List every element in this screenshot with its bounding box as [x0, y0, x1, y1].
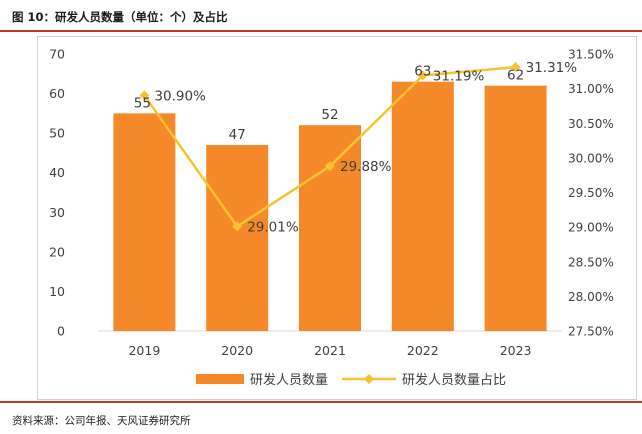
x-tick-label: 2023: [500, 343, 532, 358]
ratio-data-label: 31.31%: [526, 60, 578, 76]
chart-frame: 0 10 20 30 40 50 60 70 27.50% 28.00% 28.50% 29.00% 2…: [37, 36, 637, 400]
legend-line-marker: [364, 374, 374, 384]
left-tick-label: 60: [49, 86, 65, 101]
bar: [484, 85, 547, 332]
x-tick-label: 2021: [314, 343, 346, 358]
left-tick-label: 70: [49, 47, 65, 62]
ratio-data-label: 29.01%: [247, 219, 299, 235]
legend-bar-swatch: [196, 374, 244, 384]
right-tick-label: 31.50%: [568, 48, 614, 62]
bar-data-label: 47: [229, 127, 246, 143]
ratio-point: [232, 221, 243, 232]
right-tick-label: 28.50%: [568, 255, 614, 269]
bar: [113, 113, 176, 331]
bar-data-label: 62: [507, 68, 524, 84]
right-tick-label: 30.00%: [568, 151, 614, 165]
bar: [299, 125, 361, 331]
right-tick-label: 31.00%: [568, 82, 614, 96]
legend-line-label: 研发人员数量占比: [402, 372, 506, 388]
ratio-point: [139, 90, 150, 101]
ratio-data-label: 30.90%: [154, 89, 206, 105]
left-tick-label: 50: [49, 126, 65, 141]
left-tick-label: 0: [57, 324, 65, 339]
right-tick-label: 27.50%: [568, 325, 614, 339]
bar: [206, 145, 269, 331]
bar: [391, 81, 454, 331]
right-tick-label: 29.50%: [568, 186, 614, 200]
right-tick-label: 29.00%: [568, 221, 614, 235]
x-tick-label: 2019: [128, 343, 160, 358]
title-rule: [0, 30, 642, 32]
combo-chart: 0 10 20 30 40 50 60 70 27.50% 28.00% 28.50% 29.00% 2…: [49, 47, 614, 389]
ratio-data-label: 31.19%: [433, 68, 485, 84]
left-tick-label: 20: [49, 244, 65, 259]
bar-data-label: 55: [134, 95, 151, 111]
figure-title: 图 10：研发人员数量（单位：个）及占比: [12, 10, 228, 24]
right-tick-label: 28.00%: [568, 290, 614, 304]
x-tick-label: 2022: [407, 343, 439, 358]
left-tick-label: 10: [49, 284, 65, 299]
left-tick-label: 40: [49, 165, 65, 180]
bar-data-label: 63: [414, 64, 431, 80]
x-tick-label: 2020: [221, 343, 253, 358]
left-tick-label: 30: [49, 205, 65, 220]
ratio-point: [417, 70, 428, 81]
legend-bar-label: 研发人员数量: [250, 372, 328, 388]
right-tick-label: 30.50%: [568, 117, 614, 131]
source-note: 资料来源：公司年报、天风证券研究所: [12, 415, 191, 427]
bar-data-label: 52: [321, 107, 338, 123]
ratio-point: [325, 161, 335, 172]
source-rule: [0, 401, 642, 403]
ratio-data-label: 29.88%: [340, 159, 392, 175]
